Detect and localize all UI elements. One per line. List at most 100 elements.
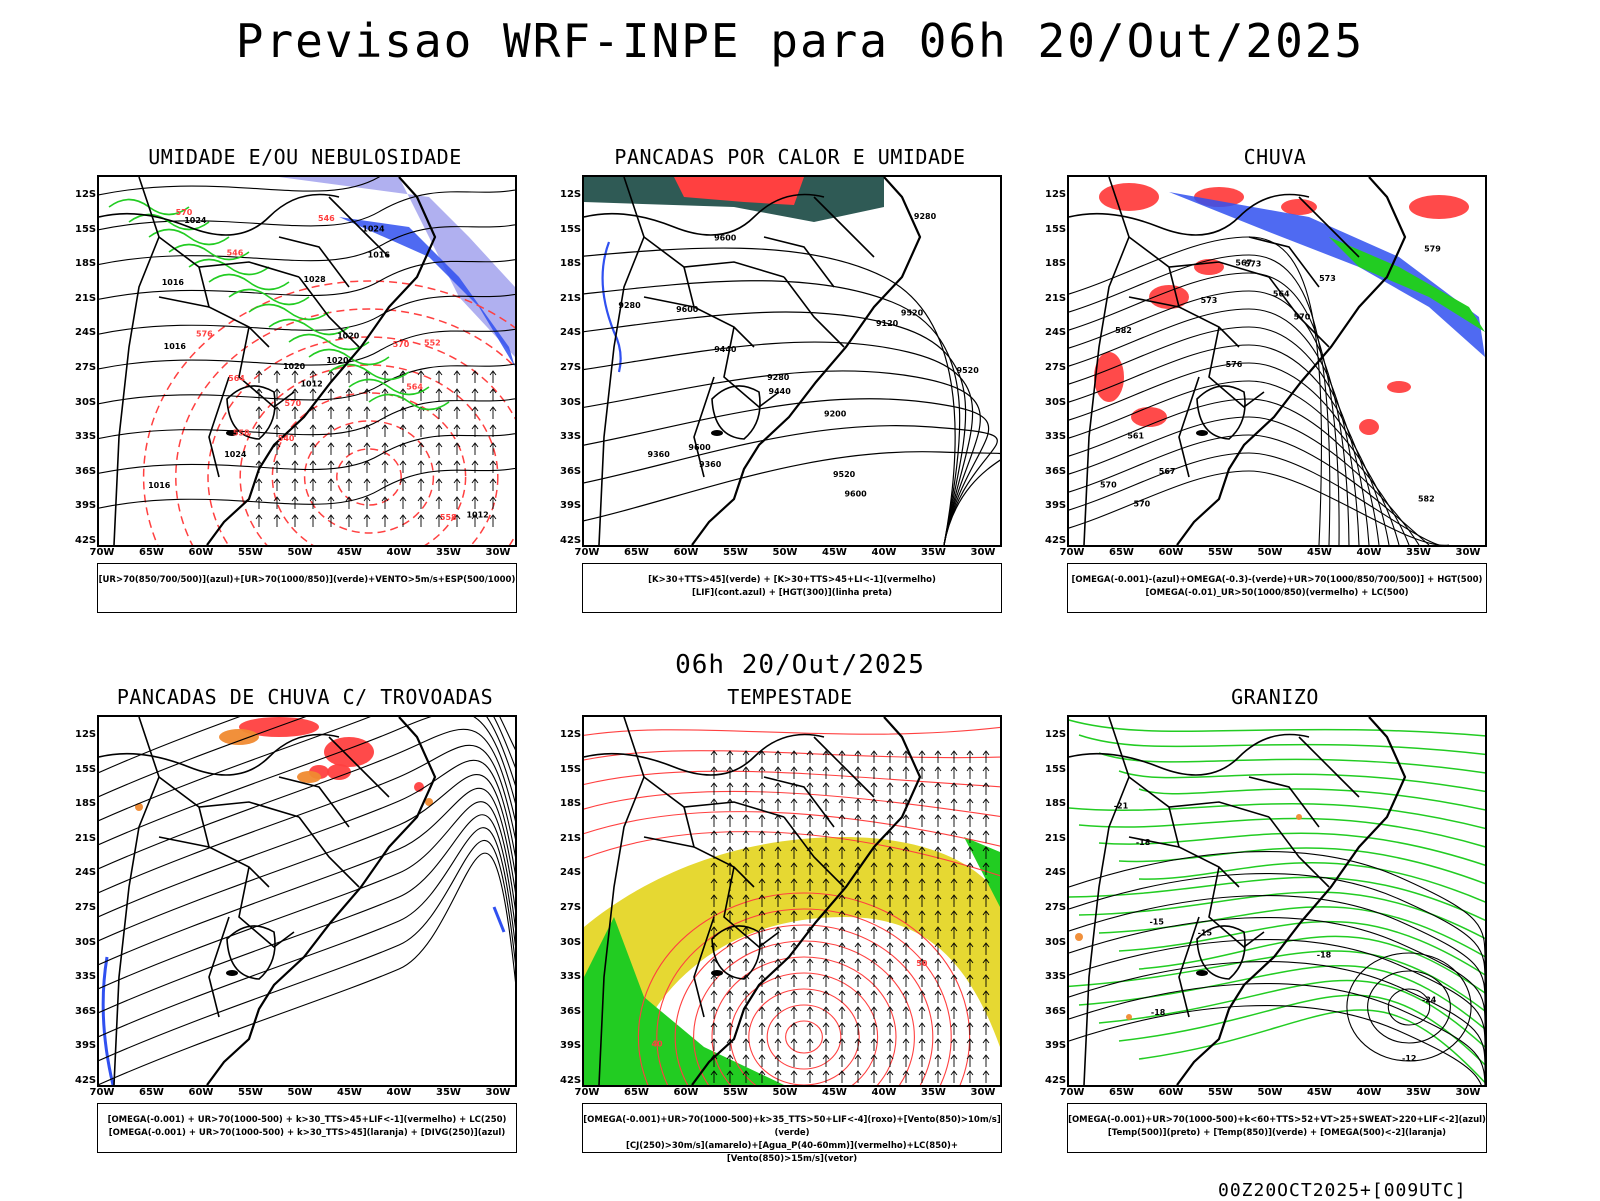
- lat-tick-label: 39S: [560, 1040, 582, 1052]
- country-border: [584, 193, 825, 236]
- wind-vector: [489, 406, 497, 419]
- wind-vector: [950, 990, 958, 1003]
- contour-line: [239, 364, 499, 545]
- streamline: [99, 293, 515, 335]
- shaded-area: [584, 917, 784, 1085]
- lagoon: [1196, 970, 1208, 976]
- wind-vector: [381, 514, 389, 527]
- streamline: [99, 328, 515, 370]
- contour-label: 9600: [844, 489, 867, 498]
- wind-vector: [327, 388, 335, 401]
- map-frame[interactable]: [97, 715, 517, 1087]
- country-border: [328, 736, 390, 798]
- wind-vector: [918, 878, 926, 891]
- wind-vector: [870, 990, 878, 1003]
- wind-vector: [489, 424, 497, 437]
- wind-vector: [758, 990, 766, 1003]
- wind-vector: [886, 942, 894, 955]
- wind-vector: [806, 1070, 814, 1083]
- map-frame[interactable]: 40 50: [582, 715, 1002, 1087]
- wind-vector: [934, 974, 942, 987]
- wind-vector: [742, 830, 750, 843]
- country-border: [643, 836, 695, 848]
- wind-vector: [345, 496, 353, 509]
- lat-tick-label: 30S: [560, 396, 582, 408]
- lon-tick-label: 65W: [139, 1087, 164, 1098]
- streamline: [99, 259, 515, 300]
- wind-vector: [327, 424, 335, 437]
- shaded-area: [584, 837, 1000, 1085]
- lagoon: [711, 430, 723, 436]
- wind-vector: [870, 958, 878, 971]
- legend-line: [OMEGA(-0.01)_UR>50(1000/850)(vermelho) …: [1145, 588, 1409, 598]
- contour-label: 558: [233, 428, 250, 437]
- country-border: [1083, 177, 1130, 545]
- hgt-contour: [1069, 362, 1390, 545]
- map-frame[interactable]: -12 -15 -18 -21 -24 -18 -18 -15: [1067, 715, 1487, 1087]
- contour-label: 9520: [957, 366, 980, 375]
- shaded-area: [1131, 407, 1167, 427]
- contour-label: -18: [1317, 950, 1332, 959]
- lon-tick-label: 60W: [673, 1087, 699, 1098]
- wind-vector: [982, 926, 990, 939]
- hgt-contour: [584, 451, 1000, 545]
- contour-label: 573: [1245, 260, 1262, 269]
- wind-vector: [417, 496, 425, 509]
- country-border: [763, 236, 835, 288]
- wind-vector: [966, 830, 974, 843]
- wind-vector: [327, 442, 335, 455]
- coastline: [206, 177, 437, 545]
- country-border: [723, 326, 780, 409]
- wind-vector: [435, 442, 443, 455]
- run-timestamp: 00Z20OCT2025+[009UTC]: [1218, 1180, 1467, 1201]
- lat-tick-label: 36S: [560, 465, 582, 477]
- contour-label: 570: [1294, 313, 1311, 322]
- country-border: [643, 236, 785, 278]
- shaded-area: [1387, 381, 1411, 393]
- legend-line: [LIF](cont.azul) + [HGT(300)](linha pret…: [691, 588, 893, 598]
- shaded-area: [135, 803, 143, 811]
- wind-vector: [726, 1006, 734, 1019]
- map-frame[interactable]: 582 582 579 576 573 570 567 564 561 573 570 567 573 5…: [1067, 175, 1487, 547]
- wind-vector: [710, 894, 718, 907]
- wind-vector: [982, 782, 990, 795]
- country-border: [763, 776, 835, 828]
- country-border: [1069, 733, 1310, 776]
- wind-vector: [327, 460, 335, 473]
- moisture-contour: [348, 378, 430, 396]
- hgt-contour: [1069, 452, 1440, 545]
- wind-vector: [982, 1022, 990, 1035]
- wind-vector: [886, 894, 894, 907]
- wind-vector: [870, 878, 878, 891]
- lat-tick-label: 33S: [75, 971, 97, 983]
- panel-title: GRANIZO: [1231, 685, 1319, 709]
- wind-vector: [934, 862, 942, 875]
- lat-tick-label: 24S: [560, 327, 582, 339]
- wind-vector: [309, 388, 317, 401]
- map-frame[interactable]: 1012 1016 1020 1016 1020 1024 1024 1028 1016 1020…: [97, 175, 517, 547]
- wind-vector: [790, 846, 798, 859]
- legend-line: [CJ(250)>30m/s](amarelo)+[Agua_P(40-60mm…: [625, 1141, 959, 1164]
- wind-vector: [742, 766, 750, 779]
- map-frame[interactable]: 9600 9600 9600 9600 9520 9520 9520 9440 9440 9360…: [582, 175, 1002, 547]
- wind-vector: [453, 514, 461, 527]
- contour-label: 9120: [876, 319, 899, 328]
- hgt-contour: [584, 370, 981, 545]
- wind-vector: [435, 460, 443, 473]
- streamline: [99, 759, 515, 918]
- wind-vector: [806, 894, 814, 907]
- wind-vector: [870, 798, 878, 811]
- wind-vector: [399, 424, 407, 437]
- wind-vector: [435, 370, 443, 383]
- lat-tick-label: 42S: [75, 535, 97, 546]
- wind-vector: [309, 514, 317, 527]
- wind-vector: [774, 1006, 782, 1019]
- legend-box: [OMEGA(-0.001)+UR>70(1000-500)+k>35_TTS>…: [582, 1103, 1002, 1164]
- wind-vector: [806, 798, 814, 811]
- panel-trovoadas: PANCADAS DE CHUVA C/ TROVOADAS [OMEGA(-0…: [75, 685, 535, 1185]
- wind-vector: [870, 894, 878, 907]
- lat-tick-label: 18S: [75, 258, 97, 270]
- contour-label: 1012: [466, 510, 488, 519]
- wind-vector: [806, 878, 814, 891]
- wind-vector: [453, 406, 461, 419]
